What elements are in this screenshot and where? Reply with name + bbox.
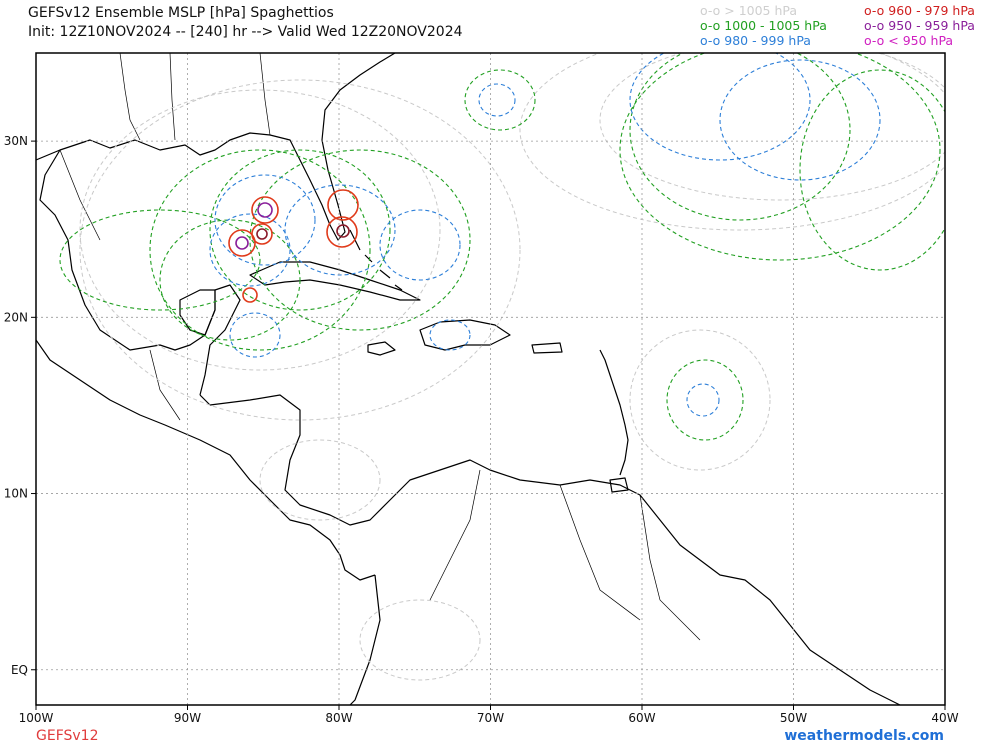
x-axis-ticks: 100W 90W 80W 70W 60W 50W 40W — [19, 705, 959, 725]
legend-item-gt1005: o-o > 1005 hPa — [700, 3, 798, 18]
x-tick-label: 40W — [931, 711, 958, 725]
y-tick-label: 30N — [4, 134, 28, 148]
contours-950-959 — [235, 202, 273, 250]
legend-item-980-999: o-o 980 - 999 hPa — [700, 33, 811, 48]
contours-1000-1005 — [59, 53, 945, 441]
title-line-1: GEFSv12 Ensemble MSLP [hPa] Spaghettios — [28, 5, 334, 21]
contours-960-979 — [228, 189, 359, 303]
y-tick-label: 20N — [4, 310, 28, 324]
borders — [59, 53, 701, 641]
x-tick-label: 90W — [174, 711, 201, 725]
legend-item-lt950: o-o < 950 hPa — [864, 33, 954, 48]
legend-item-950-959: o-o 950 - 959 hPa — [864, 18, 975, 33]
x-tick-label: 50W — [780, 711, 807, 725]
contours-980-999 — [209, 53, 881, 417]
y-tick-label: 10N — [4, 487, 28, 501]
site-link[interactable]: weathermodels.com — [784, 728, 944, 744]
legend-item-960-979: o-o 960 - 979 hPa — [864, 3, 975, 18]
y-axis-ticks: EQ 10N 20N 30N — [4, 134, 36, 677]
gridlines — [36, 53, 945, 705]
legend-left: o-o > 1005 hPa o-o 1000 - 1005 hPa o-o 9… — [700, 3, 827, 48]
map-title: GEFSv12 Ensemble MSLP [hPa] Spaghettios … — [28, 4, 463, 42]
x-tick-label: 70W — [477, 711, 504, 725]
contours-lt950 — [256, 224, 350, 240]
contours-gt1005 — [79, 53, 945, 681]
x-tick-label: 80W — [325, 711, 352, 725]
model-label: GEFSv12 — [36, 728, 99, 744]
x-tick-label: 60W — [628, 711, 655, 725]
x-tick-label: 100W — [19, 711, 54, 725]
title-line-2: Init: 12Z10NOV2024 -- [240] hr --> Valid… — [28, 24, 463, 40]
y-tick-label: EQ — [11, 663, 28, 677]
legend-right: o-o 960 - 979 hPa o-o 950 - 959 hPa o-o … — [864, 3, 975, 48]
legend-item-1000-1005: o-o 1000 - 1005 hPa — [700, 18, 827, 33]
